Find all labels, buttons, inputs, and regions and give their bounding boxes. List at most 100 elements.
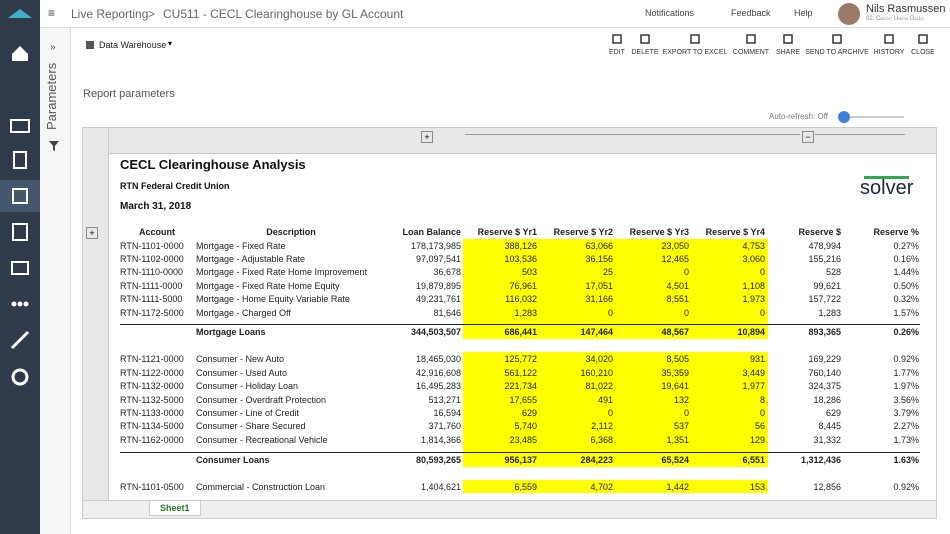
expand-rows[interactable]: + [86, 227, 98, 239]
table-cell: 81,022 [585, 381, 613, 392]
parameters-label[interactable]: Parameters [44, 62, 59, 130]
total-cell: 65,524 [661, 454, 689, 465]
button-icon [640, 34, 650, 44]
table-cell: 160,210 [580, 367, 613, 378]
total-label: Consumer Loans [196, 454, 270, 465]
table-cell: Mortgage - Fixed Rate [196, 240, 286, 251]
toolbar-button[interactable]: HISTORY [849, 33, 929, 56]
filter-icon[interactable] [48, 140, 60, 152]
table-cell: 0 [607, 307, 613, 318]
column-header: Loan Balance [402, 227, 461, 237]
table-cell: 18,465,030 [415, 354, 461, 365]
toolbar-button[interactable]: DELETE [605, 33, 685, 56]
table-cell: 1,973 [742, 294, 765, 305]
table-cell: RTN-1102-0000 [120, 253, 184, 264]
table-cell: RTN-1133-0000 [120, 408, 184, 418]
report-parameters[interactable]: Report parameters [83, 88, 175, 100]
table-cell: RTN-1111-5000 [120, 294, 183, 305]
report-title: CECL Clearinghouse Analysis [120, 157, 306, 172]
table-cell: 19,879,895 [415, 280, 461, 291]
column-header: Reserve $ Yr3 [629, 227, 689, 237]
table-cell: 478,994 [808, 240, 841, 251]
table-cell: 153 [749, 481, 765, 492]
table-cell: 1,404,621 [420, 481, 461, 492]
breadcrumb-link[interactable]: Live Reporting [71, 7, 149, 21]
help[interactable]: Help [794, 8, 813, 18]
toolbar-button[interactable]: SEND TO ARCHIVE [797, 33, 877, 56]
table-cell: 1.77% [893, 367, 919, 378]
toolbar-button[interactable]: COMMENT [711, 33, 791, 56]
table-cell: 8,551 [666, 294, 689, 305]
total-cell: 147,464 [580, 327, 613, 338]
total-cell: 80,593,265 [415, 454, 461, 465]
table-cell: Consumer - Line of Credit [196, 408, 300, 418]
column-header: Description [266, 227, 316, 237]
table-cell: 3.79% [893, 408, 919, 418]
table-cell: 0 [759, 267, 765, 278]
menu-button[interactable]: ≡ [48, 6, 56, 20]
table-cell: 6,559 [514, 481, 537, 492]
source-caret: ▾ [168, 39, 173, 48]
sheet-tab[interactable]: Sheet1 [149, 500, 201, 516]
button-label: HISTORY [873, 49, 905, 56]
table-cell: 1.57% [893, 307, 919, 318]
logo-accent [864, 176, 909, 179]
notifications[interactable]: Notifications [645, 8, 695, 18]
avatar[interactable] [838, 3, 860, 25]
table-cell: 537 [673, 421, 689, 432]
table-cell: 0.92% [893, 481, 919, 492]
table-cell: 1,814,366 [420, 434, 461, 445]
table-cell: Consumer - Overdraft Protection [196, 394, 327, 405]
table-cell: 132 [673, 394, 689, 405]
column-header: Reserve % [873, 227, 919, 237]
column-header: Reserve $ Yr2 [553, 227, 613, 237]
table-cell: 17,051 [585, 280, 613, 291]
table-cell: 1,351 [666, 434, 689, 445]
button-label: SHARE [775, 49, 801, 56]
expand-parameters[interactable]: » [50, 42, 56, 53]
toolbar-button[interactable]: EXPORT TO EXCEL [655, 33, 735, 56]
user-name[interactable]: Nils Rasmussen [866, 3, 946, 15]
table-cell: 1.44% [893, 267, 919, 278]
table-cell: 157,722 [808, 294, 841, 305]
toolbar-button[interactable]: SHARE [748, 33, 828, 56]
table-cell: 0 [683, 408, 689, 418]
button-icon [690, 34, 700, 44]
table-cell: 178,173,985 [410, 240, 461, 251]
table-cell: 23,485 [509, 434, 537, 445]
button-label: SEND TO ARCHIVE [805, 49, 869, 56]
table-cell: RTN-1172-5000 [120, 307, 184, 318]
highlight-block [463, 238, 768, 340]
feedback[interactable]: Feedback [731, 8, 771, 18]
table-cell: 388,126 [504, 240, 537, 251]
table-cell: 25 [602, 267, 613, 278]
table-cell: 31,166 [585, 294, 613, 305]
button-label: EDIT [609, 49, 625, 56]
column-header: Account [139, 227, 175, 237]
collapse-group[interactable]: − [802, 131, 814, 143]
button-icon [783, 34, 793, 44]
parameters-strip [40, 28, 71, 534]
table-cell: 4,501 [666, 280, 689, 291]
source-dropdown[interactable]: Data Warehouse [99, 40, 167, 50]
auto-refresh-slider[interactable] [836, 110, 906, 124]
toolbar-button[interactable]: CLOSE [883, 33, 950, 56]
table-cell: Mortgage - Home Equity Variable Rate [196, 294, 350, 305]
top-bar [40, 0, 950, 28]
table-cell: 0 [607, 408, 613, 418]
table-cell: RTN-1132-0000 [120, 381, 184, 392]
button-icon [612, 34, 622, 44]
total-cell: 686,441 [504, 327, 537, 338]
button-label: COMMENT [732, 49, 770, 56]
table-cell: 760,140 [808, 367, 841, 378]
table-cell: RTN-1134-5000 [120, 421, 184, 432]
group-line [815, 134, 905, 135]
table-cell: 931 [749, 354, 765, 365]
expand-group[interactable]: + [421, 131, 433, 143]
toolbar-button[interactable]: EDIT [577, 33, 657, 56]
table-cell: 8 [759, 394, 765, 405]
table-cell: 18,286 [813, 394, 841, 405]
group-line [465, 134, 800, 135]
table-cell: Mortgage - Fixed Rate Home Equity [196, 280, 340, 291]
table-cell: 63,066 [585, 240, 613, 251]
